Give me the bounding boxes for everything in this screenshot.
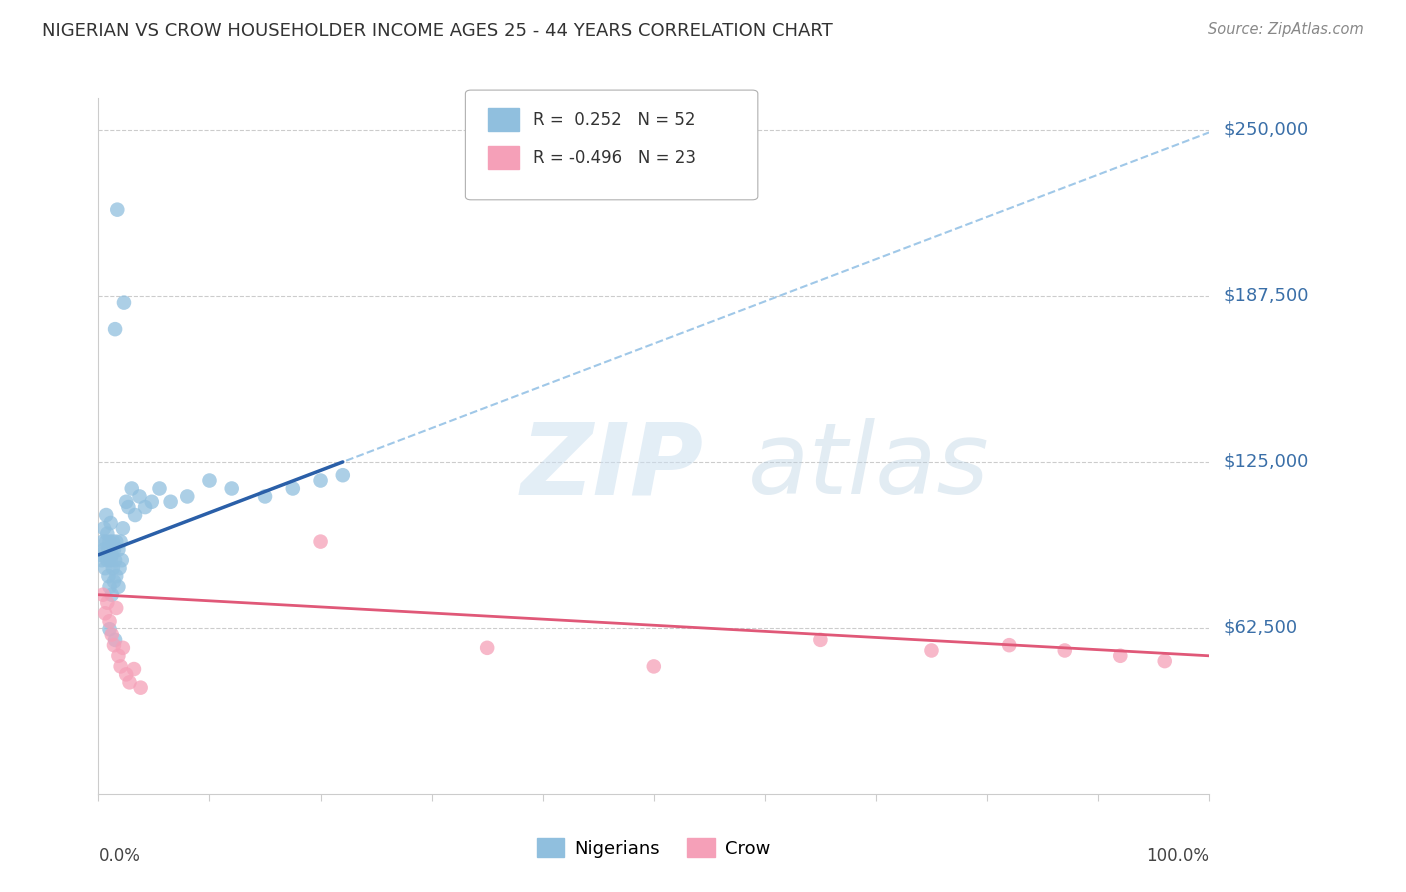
- Point: [96, 596, 118, 610]
- Point: [134, 500, 156, 514]
- Point: [111, 640, 134, 655]
- Point: [101, 561, 124, 575]
- Point: [105, 534, 128, 549]
- Point: [810, 632, 832, 647]
- Legend: Nigerians, Crow: Nigerians, Crow: [530, 831, 778, 865]
- Point: [104, 553, 127, 567]
- Point: [96, 534, 118, 549]
- Point: [96, 526, 118, 541]
- Point: [97, 542, 120, 557]
- Point: [117, 500, 139, 514]
- Point: [105, 202, 128, 217]
- Point: [94, 561, 117, 575]
- Point: [309, 534, 332, 549]
- Point: [122, 662, 145, 676]
- Point: [107, 580, 129, 594]
- Text: NIGERIAN VS CROW HOUSEHOLDER INCOME AGES 25 - 44 YEARS CORRELATION CHART: NIGERIAN VS CROW HOUSEHOLDER INCOME AGES…: [42, 22, 832, 40]
- Point: [141, 495, 163, 509]
- Text: Source: ZipAtlas.com: Source: ZipAtlas.com: [1208, 22, 1364, 37]
- Point: [100, 588, 122, 602]
- Point: [1153, 654, 1175, 668]
- Point: [1109, 648, 1132, 663]
- Point: [91, 534, 114, 549]
- Point: [100, 548, 122, 562]
- Point: [281, 482, 304, 496]
- Point: [98, 614, 121, 628]
- Point: [1053, 643, 1076, 657]
- Point: [128, 490, 150, 504]
- Text: 0.0%: 0.0%: [98, 847, 141, 865]
- Point: [107, 542, 129, 557]
- Point: [110, 534, 132, 549]
- Point: [100, 627, 122, 641]
- Point: [121, 482, 143, 496]
- Text: atlas: atlas: [748, 418, 990, 516]
- Point: [110, 659, 132, 673]
- Point: [124, 508, 146, 522]
- Point: [100, 516, 122, 530]
- Point: [103, 574, 125, 589]
- Point: [105, 601, 128, 615]
- Point: [111, 521, 134, 535]
- Point: [198, 474, 221, 488]
- Point: [103, 542, 125, 557]
- Point: [90, 553, 112, 567]
- Point: [108, 561, 131, 575]
- Point: [103, 638, 125, 652]
- Point: [998, 638, 1021, 652]
- Text: R = -0.496   N = 23: R = -0.496 N = 23: [533, 149, 696, 167]
- Point: [104, 632, 127, 647]
- Text: $187,500: $187,500: [1223, 287, 1309, 305]
- Point: [105, 569, 128, 583]
- Point: [98, 580, 121, 594]
- Point: [129, 681, 152, 695]
- Point: [93, 542, 115, 557]
- Point: [253, 490, 276, 504]
- Point: [98, 622, 121, 636]
- Point: [90, 548, 112, 562]
- Point: [98, 534, 121, 549]
- Point: [96, 553, 118, 567]
- Point: [115, 495, 138, 509]
- Point: [221, 482, 243, 496]
- Point: [115, 667, 138, 681]
- Text: R =  0.252   N = 52: R = 0.252 N = 52: [533, 111, 696, 128]
- Point: [475, 640, 498, 655]
- Point: [104, 322, 127, 336]
- Point: [118, 675, 141, 690]
- Point: [96, 508, 118, 522]
- Point: [91, 588, 114, 602]
- Point: [309, 474, 332, 488]
- Point: [97, 569, 120, 583]
- Point: [107, 648, 129, 663]
- Point: [643, 659, 665, 673]
- Point: [159, 495, 181, 509]
- Text: $125,000: $125,000: [1223, 453, 1309, 471]
- Point: [111, 553, 134, 567]
- Point: [148, 482, 170, 496]
- Text: 100.0%: 100.0%: [1146, 847, 1209, 865]
- Point: [921, 643, 943, 657]
- Point: [94, 607, 117, 621]
- Point: [101, 534, 124, 549]
- Text: $250,000: $250,000: [1223, 121, 1309, 139]
- Text: ZIP: ZIP: [520, 418, 703, 516]
- Point: [332, 468, 354, 483]
- Point: [176, 490, 198, 504]
- Point: [100, 553, 122, 567]
- Point: [93, 521, 115, 535]
- Point: [112, 295, 135, 310]
- Text: $62,500: $62,500: [1223, 619, 1298, 637]
